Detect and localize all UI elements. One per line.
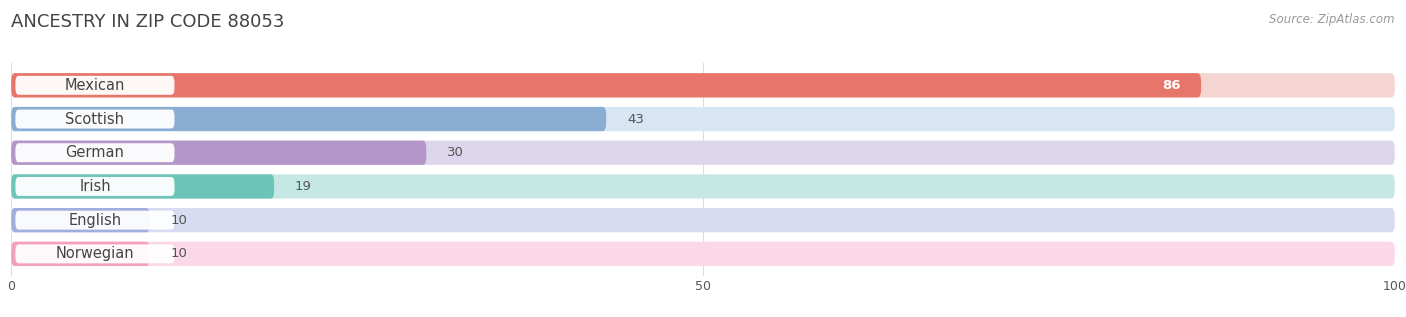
FancyBboxPatch shape <box>11 107 1395 131</box>
FancyBboxPatch shape <box>15 211 174 230</box>
FancyBboxPatch shape <box>15 110 174 128</box>
FancyBboxPatch shape <box>15 143 174 162</box>
Text: Source: ZipAtlas.com: Source: ZipAtlas.com <box>1270 13 1395 26</box>
Text: ANCESTRY IN ZIP CODE 88053: ANCESTRY IN ZIP CODE 88053 <box>11 13 284 31</box>
FancyBboxPatch shape <box>11 107 606 131</box>
FancyBboxPatch shape <box>11 208 149 232</box>
Text: Scottish: Scottish <box>66 112 125 126</box>
FancyBboxPatch shape <box>11 73 1201 97</box>
FancyBboxPatch shape <box>11 174 274 198</box>
FancyBboxPatch shape <box>11 242 149 266</box>
Text: Irish: Irish <box>79 179 111 194</box>
Text: 10: 10 <box>170 247 187 260</box>
Text: Mexican: Mexican <box>65 78 125 93</box>
FancyBboxPatch shape <box>11 208 1395 232</box>
Text: 10: 10 <box>170 214 187 227</box>
Text: German: German <box>66 145 124 160</box>
FancyBboxPatch shape <box>11 73 1395 97</box>
FancyBboxPatch shape <box>11 141 426 165</box>
FancyBboxPatch shape <box>11 174 1395 198</box>
FancyBboxPatch shape <box>15 177 174 196</box>
Text: English: English <box>69 213 121 228</box>
Text: 30: 30 <box>447 146 464 159</box>
FancyBboxPatch shape <box>11 141 1395 165</box>
FancyBboxPatch shape <box>15 244 174 263</box>
FancyBboxPatch shape <box>15 76 174 95</box>
FancyBboxPatch shape <box>11 242 1395 266</box>
Text: Norwegian: Norwegian <box>56 246 134 262</box>
Text: 86: 86 <box>1161 79 1180 92</box>
Text: 43: 43 <box>627 113 644 126</box>
Text: 19: 19 <box>295 180 312 193</box>
